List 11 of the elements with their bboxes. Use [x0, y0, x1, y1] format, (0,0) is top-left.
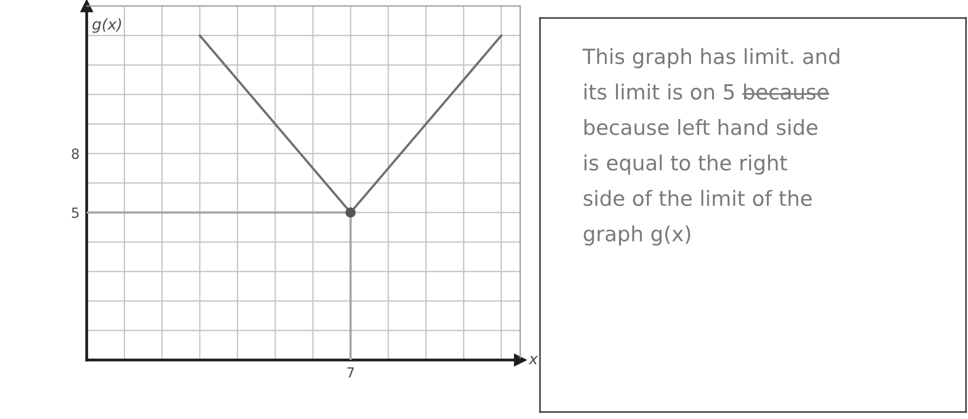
text: because left hand side [584, 119, 818, 136]
y-axis-title: g(x) [92, 18, 122, 33]
text: its limit is on 5 b̶e̶c̶a̶u̶s̶e̶ [584, 84, 830, 100]
text: is equal to the right [584, 154, 788, 175]
text: side of the limit of the [584, 190, 812, 206]
text: This graph has limit. and [582, 48, 840, 68]
text: graph g(x) [584, 225, 690, 246]
y-tick-label: 8 [72, 148, 79, 159]
x-axis-title: x [528, 356, 538, 364]
y-tick-label: 5 [72, 208, 79, 218]
x-tick-label: 7 [347, 367, 354, 378]
